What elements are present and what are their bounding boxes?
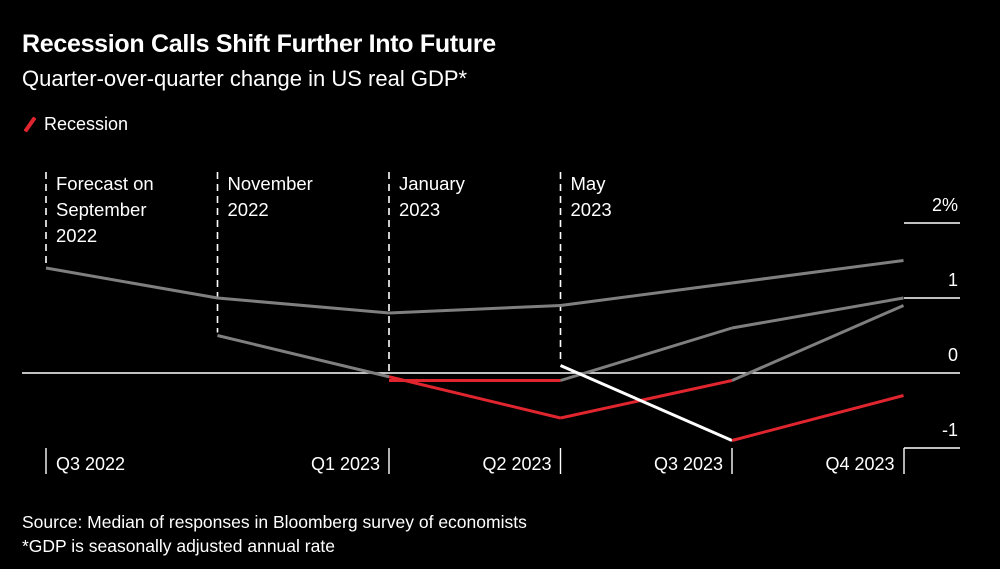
x-tick-label: Q4 2023 [825,454,894,474]
series-segment [731,259,904,285]
series-may-2023 [559,364,904,442]
vintage-label: January 2023 [399,173,466,220]
vintage-label-line: 2023 [571,199,612,220]
vintage-label-line: November [228,173,313,194]
series-segment [731,304,905,382]
series-segment [560,326,733,382]
vintage-label: November 2022 [228,173,313,220]
series-lines [45,259,905,442]
x-tick-label: Q2 2023 [482,454,551,474]
recession-segment [731,394,904,442]
series-forecast-on-september-2022 [45,259,904,315]
chart-title: Recession Calls Shift Further Into Futur… [22,30,496,58]
y-tick-label: 2% [932,195,958,215]
footer: Source: Median of responses in Bloomberg… [22,510,527,558]
axis-layer [22,222,960,474]
vintage-label-line: 2022 [56,225,97,246]
recession-segment [560,379,733,420]
chart-subtitle: Quarter-over-quarter change in US real G… [22,66,468,91]
series-segment [217,296,390,315]
series-segment [559,364,733,442]
series-segment [45,266,218,300]
recession-segment [388,375,561,420]
vintage-label: May 2023 [571,173,612,220]
series-january-2023 [389,296,904,382]
vintage-label-line: May [571,173,607,194]
series-segment [388,304,561,315]
source-note: Source: Median of responses in Bloomberg… [22,512,527,532]
series-segment [560,281,733,307]
vintage-label-line: Forecast on [56,173,154,194]
vintage-markers: Forecast on September 2022 November 2022 Janu… [45,172,612,378]
vintage-label-line: September [56,199,147,220]
series-segment [217,334,390,379]
vintage-label-line: 2023 [399,199,440,220]
legend: Recession [22,114,128,135]
y-tick-label: -1 [942,420,958,440]
y-tick-label: 0 [948,345,958,365]
y-tick-label: 1 [948,270,958,290]
vintage-label-line: 2022 [228,199,269,220]
tick-labels: 2% 1 0 -1 Q3 2022 Q1 2023 Q2 2023 Q3 2023 Q4 202… [56,195,958,474]
x-tick-label: Q1 2023 [311,454,380,474]
series-november-2022 [217,304,905,420]
series-segment [731,296,904,330]
footnote: *GDP is seasonally adjusted annual rate [22,536,335,556]
x-tick-label: Q3 2022 [56,454,125,474]
x-tick-label: Q3 2023 [654,454,723,474]
vintage-label-line: January [399,173,466,194]
vintage-label: Forecast on September 2022 [56,173,154,246]
legend-label-recession: Recession [44,114,129,134]
